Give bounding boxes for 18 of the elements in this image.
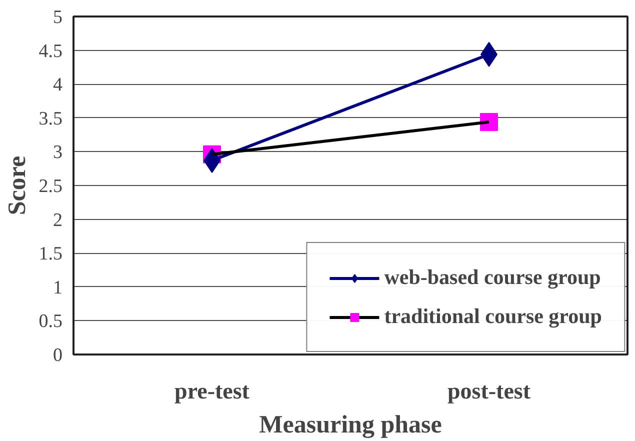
y-tick-label: 0.5 [38,311,62,332]
point [480,112,498,131]
y-tick-label: 3 [53,142,62,164]
x-tick-label: pre-test [174,378,250,404]
y-tick-label: 2 [53,210,62,231]
y-tick-label: 3.5 [38,108,62,130]
y-tick-label: 4.5 [38,40,62,62]
legend-label: web-based course group [384,265,601,290]
legend-label: traditional course group [384,304,602,329]
y-tick-label: 4 [53,74,63,96]
y-tick-label: 0 [53,345,62,366]
y-axis-title: Score [4,156,31,216]
y-tick-label: 2.5 [38,176,62,197]
x-tick-label: post-test [447,378,531,404]
x-axis-title: Measuring phase [259,412,442,438]
y-tick-label: 1 [53,277,62,298]
y-tick-label: 5 [53,7,62,28]
y-tick-label: 1.5 [38,244,62,265]
